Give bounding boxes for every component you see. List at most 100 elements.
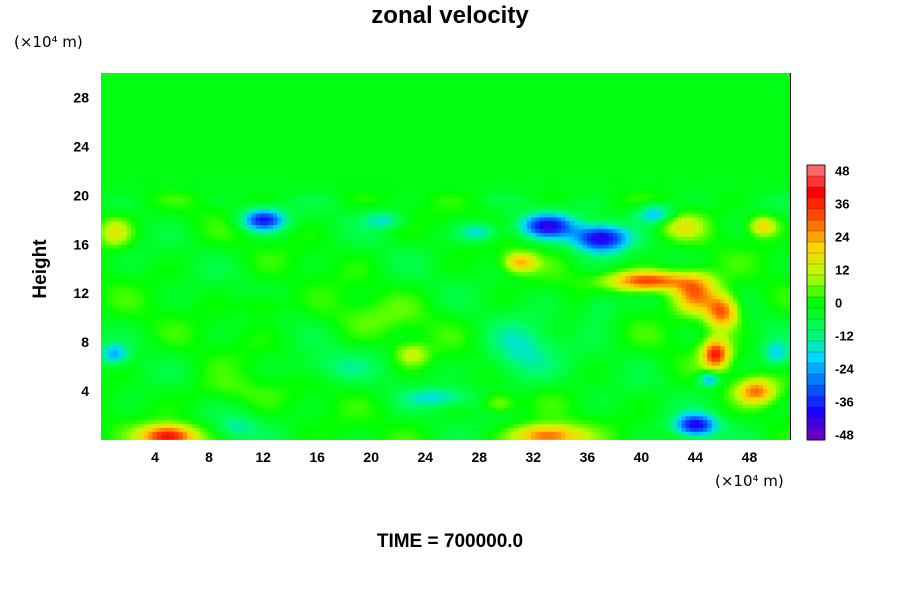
heatmap-cell: [174, 197, 179, 203]
heatmap-cell: [191, 112, 197, 117]
heatmap-cell: [195, 385, 201, 390]
heatmap-cell: [303, 431, 308, 437]
heatmap-cell: [277, 353, 283, 359]
heatmap-cell: [294, 279, 300, 285]
heatmap-cell: [139, 217, 145, 222]
heatmap-cell: [101, 408, 106, 413]
heatmap-cell: [273, 135, 278, 140]
heatmap-cell: [212, 108, 218, 113]
heatmap-cell: [307, 326, 313, 331]
heatmap-cell: [135, 361, 141, 367]
heatmap-cell: [101, 435, 106, 440]
heatmap-cell: [135, 92, 141, 97]
heatmap-cell: [247, 127, 253, 133]
heatmap-cell: [113, 162, 119, 168]
heatmap-cell: [161, 76, 167, 82]
heatmap-cell: [169, 404, 175, 409]
heatmap-cell: [109, 326, 115, 331]
heatmap-cell: [101, 213, 106, 218]
heatmap-cell: [144, 143, 149, 148]
heatmap-cell: [178, 268, 184, 273]
heatmap-cell: [152, 377, 158, 382]
heatmap-cell: [311, 240, 317, 246]
heatmap-cell: [174, 123, 179, 129]
heatmap-cell: [148, 279, 154, 285]
heatmap-cell: [122, 369, 128, 374]
heatmap-cell: [139, 330, 145, 335]
heatmap-cell: [230, 408, 235, 413]
heatmap-cell: [273, 381, 278, 386]
heatmap-cell: [281, 435, 287, 440]
heatmap-cell: [281, 431, 287, 437]
heatmap-cell: [191, 420, 197, 425]
heatmap-cell: [255, 420, 261, 425]
heatmap-cell: [247, 92, 253, 97]
heatmap-cell: [303, 307, 308, 312]
heatmap-cell: [242, 291, 248, 296]
chart-title: zonal velocity: [371, 2, 529, 29]
heatmap-cell: [113, 369, 119, 374]
heatmap-cell: [320, 318, 326, 324]
heatmap-cell: [303, 135, 308, 140]
heatmap-cell: [225, 151, 231, 156]
heatmap-cell: [320, 291, 326, 296]
heatmap-cell: [204, 260, 210, 265]
heatmap-cell: [212, 303, 218, 308]
heatmap-cell: [238, 127, 244, 133]
heatmap-cell: [109, 84, 115, 90]
heatmap-cell: [255, 260, 261, 265]
heatmap-cell: [148, 193, 154, 199]
heatmap-cell: [113, 104, 119, 109]
heatmap-cell: [303, 221, 308, 226]
heatmap-cell: [122, 170, 128, 175]
heatmap-cell: [255, 154, 261, 160]
heatmap-cell: [242, 416, 248, 421]
heatmap-cell: [251, 162, 257, 168]
heatmap-cell: [135, 221, 141, 226]
heatmap-cell: [191, 88, 197, 94]
heatmap-cell: [277, 303, 283, 308]
heatmap-cell: [118, 139, 124, 144]
heatmap-cell: [165, 271, 171, 277]
heatmap-cell: [199, 76, 205, 82]
heatmap-cell: [182, 209, 188, 214]
heatmap-cell: [126, 373, 132, 378]
heatmap-cell: [281, 193, 287, 199]
heatmap-cell: [126, 100, 132, 105]
heatmap-cell: [109, 80, 115, 86]
heatmap-cell: [165, 357, 171, 363]
heatmap-cell: [178, 151, 184, 156]
heatmap-cell: [307, 303, 313, 308]
heatmap-cell: [105, 154, 111, 160]
heatmap-cell: [264, 361, 270, 367]
heatmap-cell: [268, 357, 274, 363]
heatmap-cell: [221, 373, 227, 378]
heatmap-cell: [204, 404, 210, 409]
heatmap-cell: [195, 193, 201, 199]
heatmap-cell: [148, 147, 154, 152]
heatmap-cell: [161, 314, 167, 320]
heatmap-cell: [320, 268, 326, 273]
heatmap-cell: [221, 154, 227, 160]
heatmap-cell: [148, 318, 154, 324]
heatmap-cell: [273, 388, 278, 394]
heatmap-cell: [324, 88, 330, 94]
heatmap-cell: [174, 213, 179, 218]
heatmap-cell: [268, 334, 274, 339]
heatmap-cell: [260, 174, 265, 179]
heatmap-cell: [187, 377, 192, 382]
heatmap-cell: [156, 76, 162, 82]
heatmap-cell: [324, 76, 330, 82]
heatmap-cell: [230, 119, 235, 125]
heatmap-cell: [234, 326, 240, 331]
heatmap-cell: [122, 178, 128, 183]
heatmap-cell: [234, 158, 240, 164]
heatmap-cell: [225, 388, 231, 394]
heatmap-cell: [298, 400, 304, 406]
heatmap-cell: [135, 135, 141, 140]
heatmap-cell: [251, 349, 257, 355]
heatmap-cell: [135, 193, 141, 199]
heatmap-cell: [144, 154, 149, 160]
heatmap-cell: [152, 158, 158, 164]
